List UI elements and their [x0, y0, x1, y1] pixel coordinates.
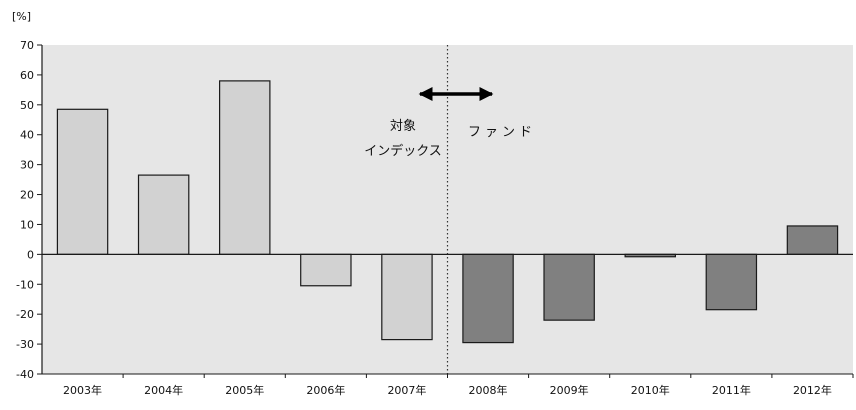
- bar-2004年: [137, 174, 190, 255]
- bar-2003年: [56, 108, 109, 255]
- x-tick-label: 2010年: [631, 383, 670, 397]
- x-tick-label: 2003年: [63, 383, 102, 397]
- x-tick-label: 2011年: [712, 383, 751, 397]
- bar-2006年: [300, 253, 352, 287]
- y-tick-label: 60: [20, 69, 34, 82]
- index-annotation-line1: 対象: [390, 119, 416, 134]
- bar-2012年: [786, 225, 839, 255]
- x-tick-label: 2008年: [469, 383, 508, 397]
- bar-2007年: [381, 253, 433, 341]
- x-tick-label: 2007年: [387, 383, 426, 397]
- x-tick-label: 2006年: [306, 383, 345, 397]
- y-tick-label: 70: [20, 39, 34, 52]
- bar-2005年: [219, 80, 271, 255]
- x-tick-label: 2005年: [225, 383, 264, 397]
- y-tick-label: 30: [20, 159, 34, 172]
- bar-2011年: [705, 253, 758, 311]
- y-tick-label: -20: [16, 308, 34, 321]
- y-tick-label: 20: [20, 189, 34, 202]
- y-tick-label: 50: [20, 99, 34, 112]
- y-tick-label: -10: [16, 278, 34, 291]
- index-annotation-line2: インデックス: [364, 143, 442, 159]
- y-tick-label: 40: [20, 129, 34, 142]
- bar-2009年: [543, 253, 595, 321]
- y-tick-label: -40: [16, 368, 34, 381]
- x-tick-label: 2004年: [144, 383, 183, 397]
- x-tick-label: 2009年: [550, 383, 589, 397]
- bar-2008年: [462, 253, 514, 344]
- x-tick-label: 2012年: [793, 383, 832, 397]
- y-tick-label: -30: [16, 338, 34, 351]
- fund-annotation: ファンド: [468, 125, 536, 140]
- y-tick-label: 10: [20, 218, 34, 231]
- y-axis-unit-label: [%]: [12, 10, 31, 23]
- y-tick-label: 0: [27, 248, 34, 261]
